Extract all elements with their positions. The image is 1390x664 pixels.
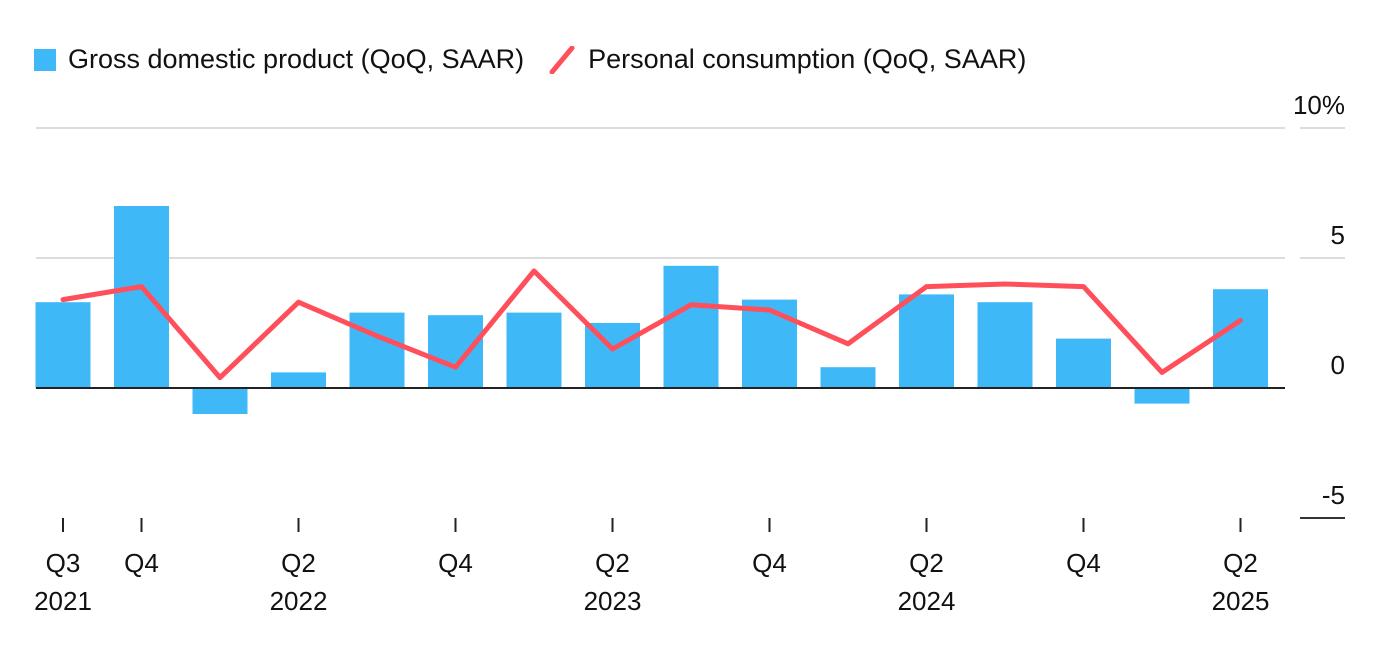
x-tick-label: Q4 — [124, 548, 159, 578]
legend-consumption-swatch — [549, 45, 575, 74]
legend-gdp-label: Gross domestic product (QoQ, SAAR) — [68, 44, 525, 74]
y-tick-label: 0 — [1331, 350, 1345, 380]
x-tick-label: Q4 — [752, 548, 787, 578]
gdp-bar — [1056, 338, 1111, 388]
y-tick-label: 10% — [1293, 90, 1345, 120]
x-tick-year: 2022 — [270, 586, 328, 616]
x-tick-year: 2021 — [34, 586, 92, 616]
gdp-bar — [192, 388, 248, 414]
y-tick-label: 5 — [1331, 220, 1345, 250]
x-tick-label: Q2 — [281, 548, 316, 578]
gdp-bar — [349, 312, 405, 388]
gdp-bar — [1213, 289, 1268, 388]
x-tick-label: Q4 — [1066, 548, 1101, 578]
gdp-bar — [899, 294, 954, 388]
gdp-bar — [663, 265, 719, 388]
x-tick-label: Q2 — [909, 548, 944, 578]
x-tick-label: Q2 — [1223, 548, 1258, 578]
x-tick-label: Q3 — [46, 548, 81, 578]
x-tick-year: 2024 — [898, 586, 956, 616]
y-tick-label: -5 — [1322, 480, 1345, 510]
legend-consumption-label: Personal consumption (QoQ, SAAR) — [588, 44, 1027, 74]
x-tick-year: 2023 — [584, 586, 642, 616]
x-tick-label: Q4 — [438, 548, 473, 578]
gdp-bar — [820, 367, 876, 388]
x-tick-year: 2025 — [1212, 586, 1270, 616]
gdp-bar — [271, 372, 326, 388]
gdp-bar — [114, 206, 169, 388]
x-tick-label: Q2 — [595, 548, 630, 578]
legend-gdp-swatch — [34, 48, 56, 71]
gdp-bar — [742, 299, 797, 388]
gdp-bar — [977, 302, 1033, 388]
gdp-bar — [1134, 388, 1190, 404]
consumption-line — [60, 268, 1243, 381]
gdp-bar — [506, 312, 562, 388]
gdp-bar — [35, 302, 91, 388]
gdp-bar — [428, 315, 483, 388]
legend: Gross domestic product (QoQ, SAAR) Perso… — [34, 44, 1026, 75]
